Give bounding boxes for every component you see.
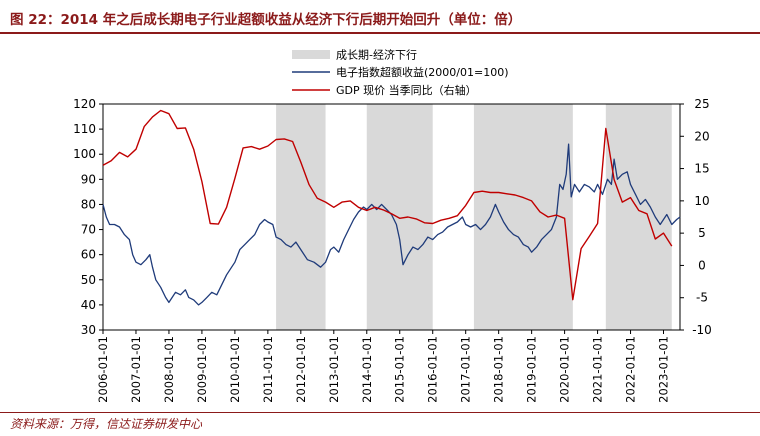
x-tick-label: 2016-01-01: [426, 336, 440, 403]
x-tick-label: 2009-01-01: [195, 336, 209, 403]
axes: 30 40 50 60 70 80 90 100 110 120 -10 -5 0 5 10 15 20 25 20…: [73, 97, 712, 403]
legend-label-gdp: GDP 现价 当季同比（右轴）: [336, 83, 477, 97]
line-chart: 30 40 50 60 70 80 90 100 110 120 -10 -5 0 5 10 15 20 25 20…: [73, 48, 712, 403]
x-tick-label: 2008-01-01: [162, 336, 176, 403]
y-right-tick-label: 15: [694, 162, 709, 176]
y-left-tick-label: 80: [81, 197, 96, 211]
footer-divider: [0, 412, 760, 413]
x-tick-label: 2017-01-01: [459, 336, 473, 403]
figure-title: 图 22：2014 年之后成长期电子行业超额收益从经济下行后期开始回升（单位：倍…: [10, 12, 522, 28]
x-tick-label: 2010-01-01: [228, 336, 242, 403]
source-note: 资料来源：万得，信达证券研发中心: [10, 417, 203, 431]
x-tick-label: 2020-01-01: [558, 336, 572, 403]
x-tick-label: 2018-01-01: [492, 336, 506, 403]
y-left-tick-label: 60: [81, 248, 96, 262]
y-right-tick-label: 25: [694, 97, 709, 111]
y-left-tick-label: 40: [81, 298, 96, 312]
legend-label-shade: 成长期-经济下行: [336, 48, 417, 62]
x-tick-label: 2007-01-01: [129, 336, 143, 403]
shaded-period: [276, 104, 326, 330]
x-tick-label: 2015-01-01: [393, 336, 407, 403]
y-right-tick-label: -5: [696, 291, 708, 305]
shaded-period: [473, 104, 573, 330]
y-left-tick-label: 30: [81, 323, 96, 337]
y-left-tick-label: 90: [81, 172, 96, 186]
series-line-gdp: [102, 109, 673, 301]
x-tick-label: 2014-01-01: [360, 336, 374, 403]
y-left-tick-label: 70: [81, 223, 96, 237]
legend-swatch-shade: [292, 50, 330, 59]
x-tick-label: 2006-01-01: [96, 336, 110, 403]
y-right-tick-label: 5: [698, 226, 706, 240]
x-tick-label: 2011-01-01: [261, 336, 275, 403]
y-right-tick-label: 20: [694, 129, 709, 143]
y-right-tick-label: 10: [694, 194, 709, 208]
y-left-tick-label: 120: [73, 97, 96, 111]
x-tick-label: 2023-01-01: [657, 336, 671, 403]
figure-title-bar: 图 22：2014 年之后成长期电子行业超额收益从经济下行后期开始回升（单位：倍…: [0, 0, 760, 34]
y-left-tick-label: 100: [73, 147, 96, 161]
legend-label-electronics: 电子指数超额收益(2000/01=100): [336, 65, 509, 79]
x-tick-label: 2012-01-01: [294, 336, 308, 403]
y-left-tick-label: 110: [73, 122, 96, 136]
y-right-tick-label: -10: [692, 323, 712, 337]
y-left-tick-label: 50: [81, 273, 96, 287]
x-tick-label: 2019-01-01: [525, 336, 539, 403]
shaded-periods: [276, 104, 672, 330]
y-right-tick-label: 0: [698, 258, 706, 272]
series-lines: [102, 109, 681, 306]
series-line-electronics: [102, 143, 681, 306]
chart-legend: 成长期-经济下行 电子指数超额收益(2000/01=100) GDP 现价 当季…: [292, 48, 509, 97]
x-tick-label: 2013-01-01: [327, 336, 341, 403]
x-tick-label: 2022-01-01: [624, 336, 638, 403]
shaded-period: [605, 104, 672, 330]
x-tick-label: 2021-01-01: [591, 336, 605, 403]
shaded-period: [366, 104, 433, 330]
